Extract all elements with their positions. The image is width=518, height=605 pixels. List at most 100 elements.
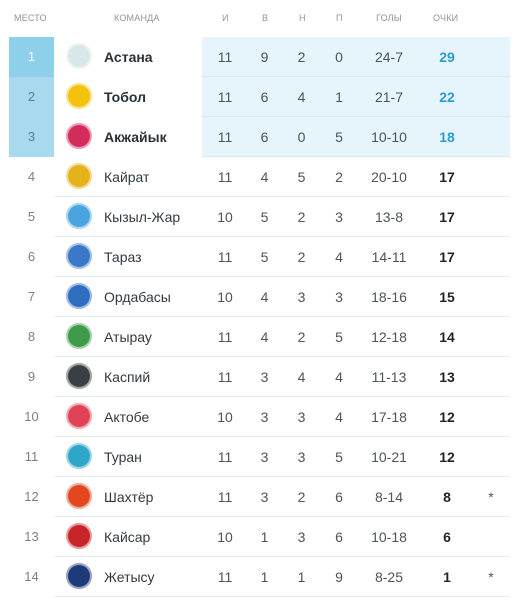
row-background [54, 277, 510, 317]
cell-played: 11 [217, 569, 233, 585]
cell-lost: 1 [335, 89, 343, 105]
cell-goals: 8-14 [374, 489, 404, 505]
team-name[interactable]: Жетысу [104, 569, 155, 585]
team-name[interactable]: Шахтёр [104, 489, 154, 505]
table-row[interactable]: 13 Кайсар 10 1 3 6 10-18 6 [0, 517, 518, 557]
team-name[interactable]: Астана [104, 49, 153, 65]
cell-goals: 20-10 [371, 169, 407, 185]
team-name[interactable]: Кайсар [104, 529, 151, 545]
row-background [54, 157, 510, 197]
cell-drawn: 2 [297, 489, 306, 505]
table-row[interactable]: 3 Акжайык 11 6 0 5 10-10 18 [0, 117, 518, 157]
footnote-mark [484, 197, 498, 237]
footnote-mark [484, 317, 498, 357]
taraz-logo-icon [66, 243, 92, 269]
table-row[interactable]: 1 Астана 11 9 2 0 24-7 29 [0, 37, 518, 77]
row-position: 9 [27, 369, 36, 384]
cell-points: 17 [439, 169, 455, 185]
row-position: 3 [9, 117, 54, 157]
kaisar-logo-icon [66, 523, 92, 549]
row-position: 5 [27, 209, 36, 224]
footnote-mark [484, 277, 498, 317]
cell-played: 11 [217, 449, 233, 465]
cell-lost: 4 [335, 409, 343, 425]
cell-points: 12 [439, 449, 455, 465]
cell-played: 10 [217, 409, 233, 425]
team-name[interactable]: Актобе [104, 409, 150, 425]
team-name[interactable]: Туран [104, 449, 142, 465]
cell-won: 9 [260, 49, 269, 65]
cell-played: 10 [217, 289, 233, 305]
footnote-mark [484, 37, 498, 77]
cell-goals: 10-18 [371, 529, 407, 545]
footnote-mark [484, 237, 498, 277]
table-row[interactable]: 8 Атырау 11 4 2 5 12-18 14 [0, 317, 518, 357]
turan-logo-icon [66, 443, 92, 469]
table-row[interactable]: 10 Актобе 10 3 3 4 17-18 12 [0, 397, 518, 437]
cell-played: 11 [217, 129, 233, 145]
table-row[interactable]: 5 Кызыл-Жар 10 5 2 3 13-8 17 [0, 197, 518, 237]
table-row[interactable]: 12 Шахтёр 11 3 2 6 8-14 8 * [0, 477, 518, 517]
team-name[interactable]: Тобол [104, 89, 146, 105]
cell-lost: 0 [335, 49, 343, 65]
table-row[interactable]: 14 Жетысу 11 1 1 9 8-25 1 * [0, 557, 518, 597]
footnote-mark: * [488, 569, 494, 585]
team-name[interactable]: Кайрат [104, 169, 150, 185]
row-position: 6 [27, 249, 36, 264]
row-background [54, 197, 510, 237]
row-position: 7 [27, 289, 36, 304]
cell-lost: 5 [335, 329, 343, 345]
cell-points: 22 [439, 89, 455, 105]
row-position: 4 [27, 169, 36, 184]
table-row[interactable]: 6 Тараз 11 5 2 4 14-11 17 [0, 237, 518, 277]
footnote-mark [484, 357, 498, 397]
cell-played: 11 [217, 489, 233, 505]
table-row[interactable]: 4 Кайрат 11 4 5 2 20-10 17 [0, 157, 518, 197]
team-name[interactable]: Кызыл-Жар [104, 209, 181, 225]
footnote-mark [484, 157, 498, 197]
cell-points: 12 [439, 409, 455, 425]
cell-drawn: 2 [297, 209, 306, 225]
atyrau-logo-icon [66, 323, 92, 349]
cell-lost: 4 [335, 369, 343, 385]
cell-lost: 6 [335, 529, 343, 545]
team-name[interactable]: Каспий [104, 369, 151, 385]
cell-lost: 9 [335, 569, 343, 585]
cell-won: 3 [260, 449, 269, 465]
cell-lost: 2 [335, 169, 343, 185]
cell-goals: 18-16 [371, 289, 407, 305]
cell-drawn: 4 [297, 369, 306, 385]
cell-lost: 5 [335, 129, 343, 145]
cell-won: 4 [260, 289, 269, 305]
header-drawn: Н [299, 13, 306, 23]
cell-won: 4 [260, 169, 269, 185]
table-row[interactable]: 7 Ордабасы 10 4 3 3 18-16 15 [0, 277, 518, 317]
cell-won: 3 [260, 369, 269, 385]
cell-drawn: 3 [297, 529, 306, 545]
row-background [54, 437, 510, 477]
table-header: Место Команда И В Н П Голы Очки [0, 0, 518, 37]
row-position: 13 [24, 529, 39, 544]
team-name[interactable]: Тараз [104, 249, 142, 265]
row-background [54, 237, 510, 277]
team-name[interactable]: Акжайык [104, 129, 167, 145]
cell-won: 1 [260, 569, 269, 585]
cell-points: 17 [439, 209, 455, 225]
table-row[interactable]: 11 Туран 11 3 3 5 10-21 12 [0, 437, 518, 477]
team-name[interactable]: Атырау [104, 329, 152, 345]
cell-goals: 24-7 [374, 49, 404, 65]
cell-drawn: 0 [297, 129, 306, 145]
kairat-logo-icon [66, 163, 92, 189]
cell-goals: 13-8 [374, 209, 404, 225]
cell-played: 11 [217, 49, 233, 65]
header-position: Место [14, 13, 47, 23]
table-row[interactable]: 2 Тобол 11 6 4 1 21-7 22 [0, 77, 518, 117]
table-row[interactable]: 9 Каспий 11 3 4 4 11-13 13 [0, 357, 518, 397]
footnote-mark [484, 397, 498, 437]
row-position: 8 [27, 329, 36, 344]
cell-drawn: 2 [297, 49, 306, 65]
ordabasy-logo-icon [66, 283, 92, 309]
team-name[interactable]: Ордабасы [104, 289, 171, 305]
row-background [54, 317, 510, 357]
